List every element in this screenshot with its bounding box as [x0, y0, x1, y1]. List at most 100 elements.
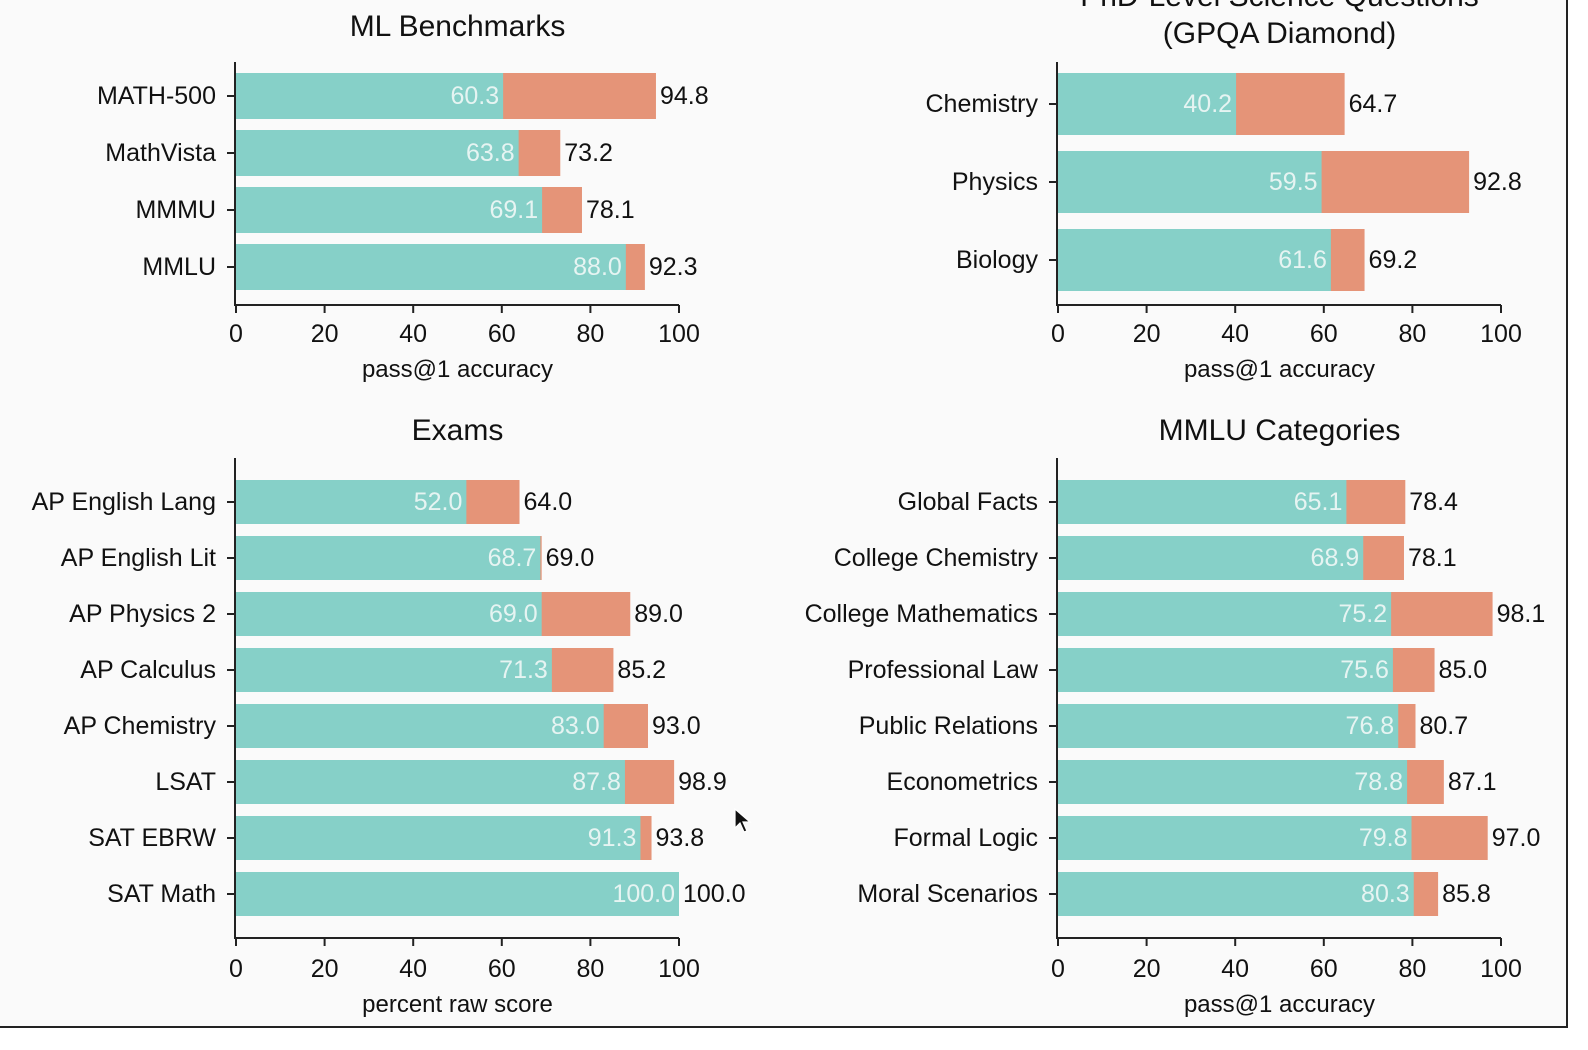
- panel3-bar-base: [236, 816, 641, 860]
- panel3-category-label: AP Calculus: [80, 656, 216, 684]
- panel1-bar-base: [236, 187, 543, 233]
- chart-figure: ML Benchmarks 0 20 40 60 80 100 pass@1 accuracy…: [0, 0, 1568, 1028]
- panel1-x-tick-label: 0: [229, 320, 243, 348]
- panel1-title: ML Benchmarks: [350, 10, 566, 43]
- panel4-category-label: Professional Law: [848, 656, 1039, 684]
- panel3-bar-total-label: 85.2: [617, 656, 666, 684]
- panel3-bar-total-label: 98.9: [678, 768, 727, 796]
- panel3-category-label: SAT Math: [107, 880, 216, 908]
- panel4-bar-base-label: 78.8: [1354, 768, 1403, 796]
- panel4-bar-base-label: 75.6: [1340, 656, 1389, 684]
- panel4-x-tick-label: 40: [1221, 955, 1249, 983]
- panel4-bar-base-label: 79.8: [1359, 824, 1408, 852]
- panel2-x-tick-label: 20: [1133, 320, 1161, 348]
- panel3-bar-base: [236, 704, 604, 748]
- panel1-x-tick-label: 20: [311, 320, 339, 348]
- panel2-bar-base: [1058, 229, 1331, 291]
- panel4-bar-base: [1058, 816, 1412, 860]
- panel3-bar-base: [236, 760, 625, 804]
- panel3-bar-base: [236, 648, 552, 692]
- panel4-bar-total-label: 87.1: [1448, 768, 1497, 796]
- panel4-x-tick-label: 60: [1310, 955, 1338, 983]
- panel2-category-label: Chemistry: [925, 90, 1038, 118]
- panel3-x-tick-label: 40: [399, 955, 427, 983]
- panel2-x-tick-label: 80: [1398, 320, 1426, 348]
- panel1-bar-base: [236, 130, 519, 176]
- panel3-bar-base-label: 91.3: [588, 824, 637, 852]
- panel3-bar-base-label: 83.0: [551, 712, 600, 740]
- panel4-bar-base-label: 75.2: [1338, 600, 1387, 628]
- chart-svg: ML Benchmarks 0 20 40 60 80 100 pass@1 accuracy…: [32, 0, 1546, 1018]
- panel3-category-label: AP Physics 2: [69, 600, 216, 628]
- panel2-bar-total-label: 92.8: [1473, 168, 1522, 196]
- panel3-bar-total-label: 100.0: [683, 880, 746, 908]
- panel4-bar-total-label: 85.0: [1439, 656, 1488, 684]
- panel4-category-label: College Mathematics: [805, 600, 1038, 628]
- panel4-category-label: Moral Scenarios: [857, 880, 1038, 908]
- panel1-bar-total-label: 73.2: [564, 139, 613, 167]
- panel1-x-axis-label: pass@1 accuracy: [362, 356, 553, 383]
- panel3-category-label: SAT EBRW: [88, 824, 216, 852]
- panel4-bar-total-label: 97.0: [1492, 824, 1541, 852]
- panel1-bar-total-label: 78.1: [586, 196, 635, 224]
- panel1-bar-base: [236, 73, 504, 119]
- panel3-bar-total-label: 64.0: [524, 488, 573, 516]
- panel4-category-label: Formal Logic: [894, 824, 1039, 852]
- panel1-bar-base-label: 88.0: [573, 253, 622, 281]
- panel3-category-label: AP Chemistry: [64, 712, 217, 740]
- panel4-bar-base-label: 65.1: [1294, 488, 1343, 516]
- panel3-bar-base-label: 52.0: [414, 488, 463, 516]
- panel4-bar-base: [1058, 704, 1399, 748]
- panel4-bar-base: [1058, 648, 1393, 692]
- panel3-bar-total-label: 69.0: [546, 544, 595, 572]
- panel2-x-tick-label: 0: [1051, 320, 1065, 348]
- panel3-bar-base: [236, 872, 679, 916]
- panel1-x-tick-label: 60: [488, 320, 516, 348]
- panel4-category-label: Public Relations: [859, 712, 1038, 740]
- panel3-x-axis-label: percent raw score: [362, 991, 553, 1018]
- panel2-bar-total-label: 69.2: [1369, 246, 1418, 274]
- panel4-bar-base-label: 68.9: [1311, 544, 1360, 572]
- panel2-bar-base-label: 59.5: [1269, 168, 1318, 196]
- panel2-bar-base-label: 40.2: [1183, 90, 1232, 118]
- panel4-category-label: Global Facts: [898, 488, 1038, 516]
- panel4-bar-base: [1058, 592, 1392, 636]
- panel3-bar-total-label: 89.0: [634, 600, 683, 628]
- panel1-bar-base-label: 60.3: [450, 82, 499, 110]
- panel2-category-label: Biology: [956, 246, 1038, 274]
- panel3-bar-base-label: 68.7: [488, 544, 537, 572]
- panel2-title: PhD-Level Science Questions: [1080, 0, 1479, 13]
- panel2-title: (GPQA Diamond): [1163, 17, 1396, 50]
- panel3-bar-total-label: 93.0: [652, 712, 701, 740]
- panel4-bar-total-label: 78.1: [1408, 544, 1457, 572]
- panel4-bar-base: [1058, 760, 1408, 804]
- panel2-x-tick-label: 100: [1480, 320, 1522, 348]
- panel2-bar-base: [1058, 73, 1237, 135]
- panel4-bar-base-label: 76.8: [1346, 712, 1395, 740]
- panel2-x-axis-label: pass@1 accuracy: [1184, 356, 1375, 383]
- panel4-bar-base: [1058, 536, 1364, 580]
- panel4-x-tick-label: 100: [1480, 955, 1522, 983]
- panel3-bar-base-label: 71.3: [499, 656, 548, 684]
- panel3-x-tick-label: 0: [229, 955, 243, 983]
- panel4-bar-base: [1058, 480, 1347, 524]
- panel4-category-label: Econometrics: [887, 768, 1038, 796]
- panel2-x-tick-label: 40: [1221, 320, 1249, 348]
- panel1-bar-base-label: 69.1: [489, 196, 538, 224]
- panel1-bar-total-label: 94.8: [660, 82, 709, 110]
- panel4-bar-base-label: 80.3: [1361, 880, 1410, 908]
- panel3-bar-base: [236, 536, 541, 580]
- mouse-cursor-icon: [734, 808, 752, 833]
- panel4-x-tick-label: 80: [1398, 955, 1426, 983]
- panel3-x-tick-label: 100: [658, 955, 700, 983]
- panel1-category-label: MMMU: [135, 196, 216, 224]
- panel3-category-label: AP English Lang: [32, 488, 216, 516]
- panel1-bar-base: [236, 244, 626, 290]
- panel3-x-tick-label: 60: [488, 955, 516, 983]
- panel4-bar-total-label: 80.7: [1420, 712, 1469, 740]
- panel4-bar-total-label: 98.1: [1497, 600, 1546, 628]
- panel4-category-label: College Chemistry: [834, 544, 1039, 572]
- panel2-bar-total-label: 64.7: [1349, 90, 1398, 118]
- panel3-category-label: AP English Lit: [61, 544, 216, 572]
- panel1-x-tick-label: 80: [576, 320, 604, 348]
